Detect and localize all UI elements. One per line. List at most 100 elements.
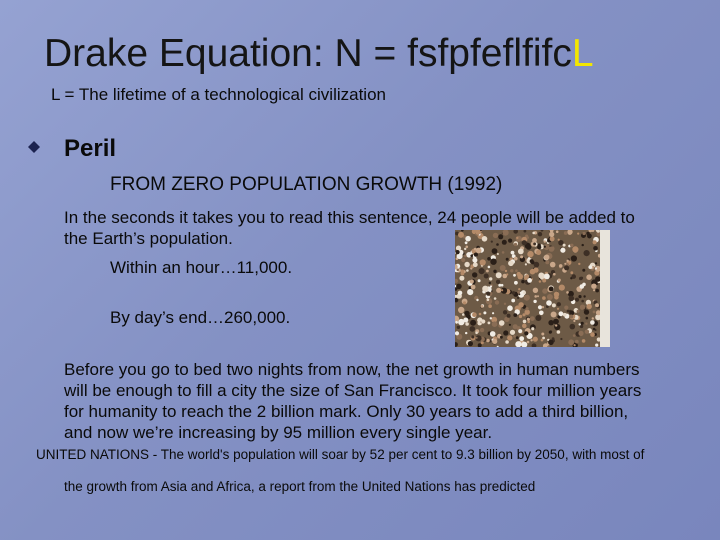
photo-texture [481, 236, 488, 242]
photo-texture [491, 321, 498, 327]
photo-texture [455, 297, 459, 303]
photo-texture [464, 310, 470, 317]
photo-texture [538, 272, 545, 279]
photo-texture [595, 343, 599, 347]
photo-texture [475, 336, 478, 339]
photo-texture [576, 309, 580, 313]
photo-texture [467, 289, 474, 296]
photo-texture [518, 329, 523, 334]
photo-texture [531, 327, 535, 331]
photo-texture [460, 269, 465, 273]
photo-texture [591, 317, 594, 320]
photo-texture [487, 265, 491, 269]
photo-texture [533, 242, 536, 246]
photo-texture [527, 320, 530, 324]
photo-texture [581, 243, 584, 247]
photo-texture [523, 294, 530, 301]
photo-texture [566, 309, 570, 313]
photo-texture [513, 335, 516, 338]
title-highlight: L [571, 32, 594, 75]
photo-texture [542, 278, 547, 283]
photo-texture [500, 335, 503, 339]
photo-texture [480, 230, 482, 232]
photo-texture [513, 256, 518, 261]
photo-texture [492, 312, 495, 315]
photo-texture [592, 310, 596, 314]
photo-texture [551, 303, 556, 308]
photo-texture [495, 279, 501, 284]
text-line: In the seconds it takes you to read this… [64, 208, 635, 227]
photo-texture [502, 230, 509, 236]
photo-texture [525, 307, 529, 311]
photo-texture [470, 319, 477, 326]
photo-texture [522, 313, 526, 317]
photo-texture [564, 262, 567, 265]
photo-texture [526, 236, 529, 239]
photo-texture [486, 298, 490, 301]
title-text: Drake Equation: N = fsfpfeflfifc [44, 32, 572, 75]
photo-texture [524, 331, 529, 336]
photo-texture [573, 344, 576, 347]
photo-texture [556, 330, 561, 334]
photo-texture [518, 302, 524, 308]
photo-texture [483, 311, 487, 315]
photo-texture [556, 307, 560, 310]
photo-texture [501, 251, 505, 254]
photo-texture [537, 305, 543, 310]
photo-texture [455, 320, 458, 324]
photo-texture [464, 247, 467, 251]
photo-texture [592, 327, 596, 331]
note-line: UNITED NATIONS - The world's population … [36, 447, 645, 462]
photo-texture [455, 231, 459, 236]
photo-texture [594, 267, 598, 270]
photo-texture [583, 295, 586, 298]
photo-texture [455, 315, 460, 322]
photo-texture [549, 236, 555, 242]
photo-texture [477, 343, 482, 347]
bullet-heading: Peril [64, 135, 117, 162]
photo-texture [476, 298, 479, 302]
photo-texture [588, 265, 593, 269]
photo-texture [542, 296, 546, 300]
photo-texture [507, 305, 513, 311]
photo-texture [506, 273, 509, 276]
photo-texture [517, 248, 524, 255]
photo-texture [522, 323, 527, 329]
slide-title: Drake Equation: N = fsfpfeflfifcL [44, 32, 594, 76]
photo-texture [509, 329, 516, 335]
photo-texture [475, 230, 481, 235]
photo-texture [588, 230, 593, 233]
photo-texture [548, 320, 554, 326]
photo-texture [508, 260, 514, 267]
bullet-icon [28, 141, 40, 153]
photo-texture [501, 289, 504, 292]
photo-texture [521, 240, 527, 246]
photo-texture [572, 246, 579, 253]
photo-texture [530, 339, 533, 342]
photo-texture [531, 343, 537, 347]
photo-texture [526, 317, 530, 321]
photo-texture [526, 340, 530, 344]
photo-texture [532, 287, 539, 293]
photo-texture [579, 324, 584, 329]
photo-texture [466, 252, 472, 258]
photo-texture [472, 272, 478, 278]
paragraph: Before you go to bed two nights from now… [64, 359, 641, 443]
photo-texture [461, 230, 464, 232]
photo-texture [547, 345, 550, 347]
photo-texture [458, 306, 465, 314]
photo-texture [498, 283, 502, 287]
photo-texture [504, 316, 510, 322]
photo-texture [515, 336, 519, 340]
photo-texture [553, 318, 559, 325]
photo-texture [478, 312, 482, 316]
crowd-photo [455, 230, 610, 347]
photo-texture [490, 258, 497, 265]
photo-texture [546, 305, 549, 308]
photo-texture [472, 312, 477, 317]
photo-texture [546, 294, 553, 300]
photo-texture [595, 288, 599, 293]
photo-texture [594, 265, 601, 272]
photo-texture [540, 230, 544, 232]
photo-texture [532, 336, 538, 342]
